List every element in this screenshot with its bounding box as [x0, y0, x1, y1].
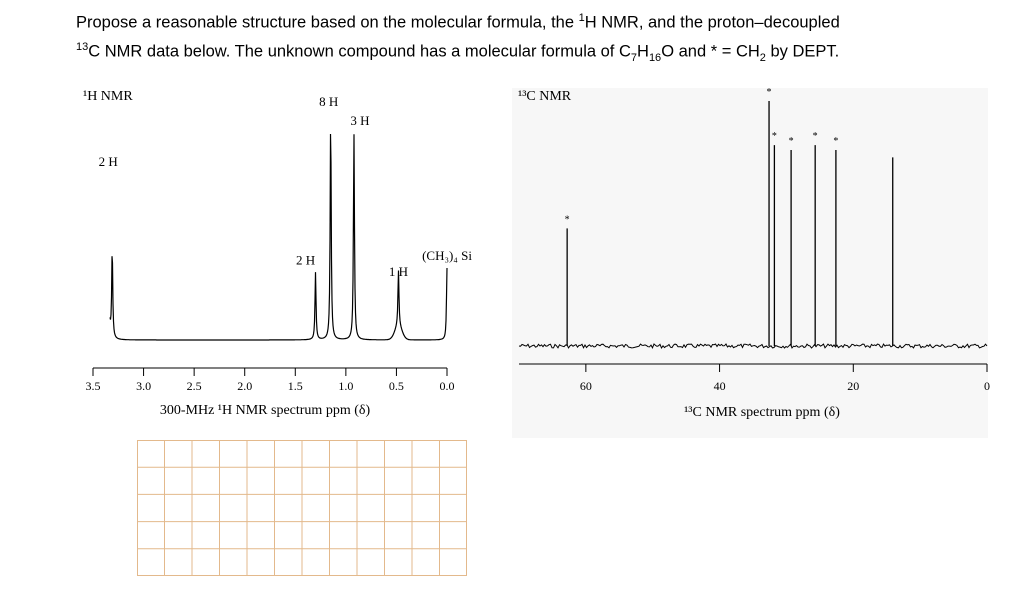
question-line-2: 13C NMR data below. The unknown compound…	[76, 35, 1006, 70]
h1-x-axis-label: 300-MHz ¹H NMR spectrum ppm (δ)	[160, 403, 371, 418]
c13-baseline-trace	[518, 343, 988, 350]
h1-x-tick-label: 1.0	[338, 379, 353, 393]
c13-dept-marker: *	[813, 131, 818, 142]
question-line-2-sub-1: 7	[630, 51, 638, 64]
c13-x-tick-label: 40	[714, 379, 726, 393]
question-line-1: Propose a reasonable structure based on …	[76, 6, 1006, 35]
c13-x-tick-label: 60	[580, 379, 592, 393]
question-line-2-part-a: C NMR data below. The unknown compound h…	[88, 42, 631, 60]
c13-x-tick-label: 20	[847, 379, 859, 393]
question-line-2-sub-3: 2	[759, 51, 766, 64]
h1-peak-label: 3 H	[350, 113, 369, 128]
h1-peak-label: (CH₃)₄ Si	[422, 248, 472, 263]
h1-x-tick-label: 0.0	[440, 379, 455, 393]
c13-dept-marker: *	[789, 136, 794, 147]
h1-x-tick-label: 0.5	[389, 379, 404, 393]
question-line-2-sup: 13	[76, 40, 89, 53]
h1-peak-label: 8 H	[319, 94, 338, 109]
answer-grid[interactable]	[137, 440, 467, 576]
question-line-2-sub-2: 16	[648, 51, 662, 64]
h1-peak-label: 2 H	[99, 154, 118, 169]
question-line-2-part-d: by DEPT.	[765, 42, 840, 60]
c13-x-tick-label: 0	[984, 379, 990, 393]
c13-dept-marker: *	[565, 214, 570, 225]
h1-peak-label: 2 H	[296, 253, 315, 268]
question-line-1-part-b: H NMR, and the proton–decoupled	[584, 13, 840, 32]
h1-spectrum-trace	[109, 133, 448, 341]
question-line-1-part-a: Propose a reasonable structure based on …	[76, 13, 579, 32]
h1-x-tick-label: 3.5	[86, 379, 101, 393]
h1-x-tick-label: 2.5	[187, 379, 202, 393]
c13-chart-title: ¹³C NMR	[518, 89, 572, 104]
c13-dept-marker: *	[772, 131, 777, 142]
h1-peak-label: 1 H	[389, 264, 408, 279]
question-line-1-sup: 1	[578, 12, 585, 24]
answer-grid-lines	[137, 440, 467, 576]
c13-dept-marker: *	[833, 136, 838, 147]
c13-x-axis-label: ¹³C NMR spectrum ppm (δ)	[684, 405, 840, 420]
h1-x-tick-label: 1.5	[288, 379, 303, 393]
question-line-2-part-b: H	[637, 42, 649, 60]
c13-panel-background	[512, 88, 988, 438]
h1-nmr-spectrum: 3.5 3.0 2.5 2.0 1.5 1.0 0.5 0.0 2 H 2 H 8 H 3 H 1 H (…	[86, 94, 473, 393]
question-line-2-part-c: O and * = CH	[661, 42, 760, 60]
h1-chart-title: ¹H NMR	[83, 89, 133, 104]
question-text: Propose a reasonable structure based on …	[76, 6, 1006, 69]
h1-x-tick-label: 2.0	[237, 379, 252, 393]
h1-x-tick-label: 3.0	[136, 379, 151, 393]
c13-nmr-spectrum: * * * * * * 60 40 20 0	[518, 87, 990, 393]
c13-dept-marker: *	[767, 87, 772, 98]
